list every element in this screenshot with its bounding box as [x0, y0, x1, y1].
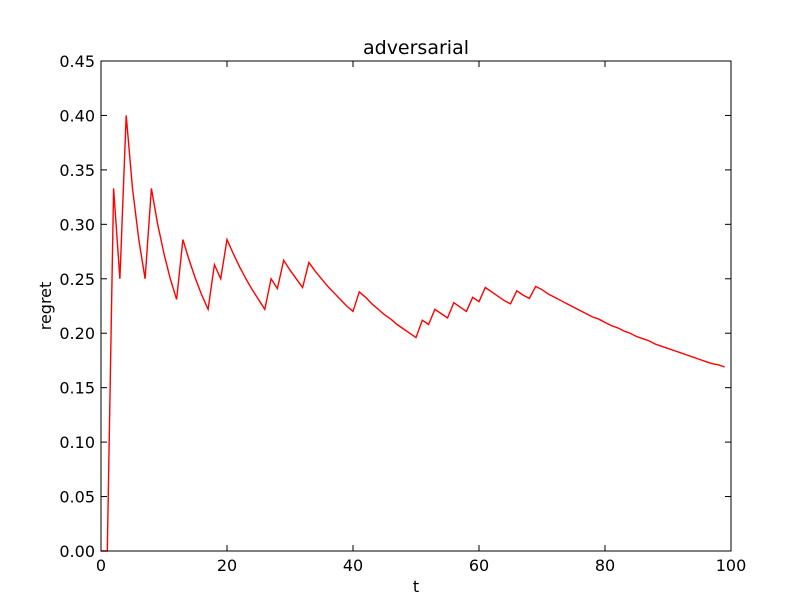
y-tick-label: 0.20: [59, 324, 95, 343]
x-tick-label: 20: [217, 556, 237, 575]
x-tick-label: 60: [469, 556, 489, 575]
regret-series-line: [101, 115, 725, 552]
x-tick-label: 0: [96, 556, 106, 575]
y-tick-label: 0.00: [59, 542, 95, 561]
plot-area-frame: [100, 60, 732, 552]
x-tick-label: 80: [595, 556, 615, 575]
y-tick-label: 0.10: [59, 433, 95, 452]
y-tick-label: 0.05: [59, 488, 95, 507]
ticks-layer: 0 20 40 60 80 100 0.00 0.05 0.10 0.15 0.20 0.25 0.30…: [59, 52, 746, 575]
y-tick-label: 0.15: [59, 379, 95, 398]
y-tick-label: 0.35: [59, 161, 95, 180]
x-tick-label: 100: [716, 556, 747, 575]
chart-title: adversarial: [363, 37, 469, 59]
y-tick-label: 0.25: [59, 270, 95, 289]
y-tick-label: 0.40: [59, 106, 95, 125]
series-layer: [101, 115, 725, 552]
x-axis-label: t: [413, 577, 419, 596]
x-tick-label: 40: [343, 556, 363, 575]
y-axis-label: regret: [36, 282, 55, 331]
y-tick-label: 0.45: [59, 52, 95, 71]
y-tick-label: 0.30: [59, 215, 95, 234]
